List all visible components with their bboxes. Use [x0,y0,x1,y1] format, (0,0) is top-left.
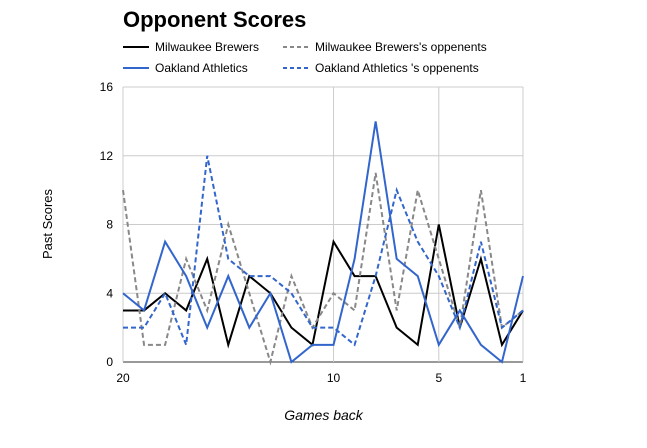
x-tick-label: 5 [435,371,442,385]
series-line-2 [122,121,524,364]
legend-swatch-solid-icon [123,46,149,48]
legend-item[interactable]: Oakland Athletics [123,61,248,75]
y-tick-label: 0 [106,355,113,369]
legend-item[interactable]: Oakland Athletics 's oppenents [283,61,479,75]
y-tick-label: 4 [106,286,113,300]
x-axis-label: Games back [284,407,363,423]
x-tick-label: 10 [327,371,341,385]
series-line-0 [123,224,524,349]
legend-swatch-dashed-icon [283,46,309,48]
legend-item[interactable]: Milwaukee Brewers [123,40,259,54]
gridlines [122,86,524,363]
series-layer [122,121,524,366]
legend-label: Oakland Athletics 's oppenents [315,61,479,75]
y-tick-label: 16 [100,80,114,94]
axes: 0 4 8 12 16 20 10 5 1 [100,80,527,385]
legend-label: Milwaukee Brewers's oppenents [315,40,487,54]
legend-item[interactable]: Milwaukee Brewers's oppenents [283,40,487,54]
series-line-3 [123,155,524,347]
chart-title: Opponent Scores [123,7,307,32]
y-tick-label: 12 [100,149,114,163]
x-tick-label: 20 [116,371,130,385]
legend-swatch-solid-icon [123,67,149,69]
x-tick-label: 1 [520,371,527,385]
legend-label: Milwaukee Brewers [155,40,260,54]
y-axis-label: Past Scores [40,188,55,260]
legend-label: Oakland Athletics [155,61,248,75]
series-line-1 [122,172,524,366]
y-tick-label: 8 [106,218,113,232]
legend-swatch-dashed-icon [283,67,309,69]
